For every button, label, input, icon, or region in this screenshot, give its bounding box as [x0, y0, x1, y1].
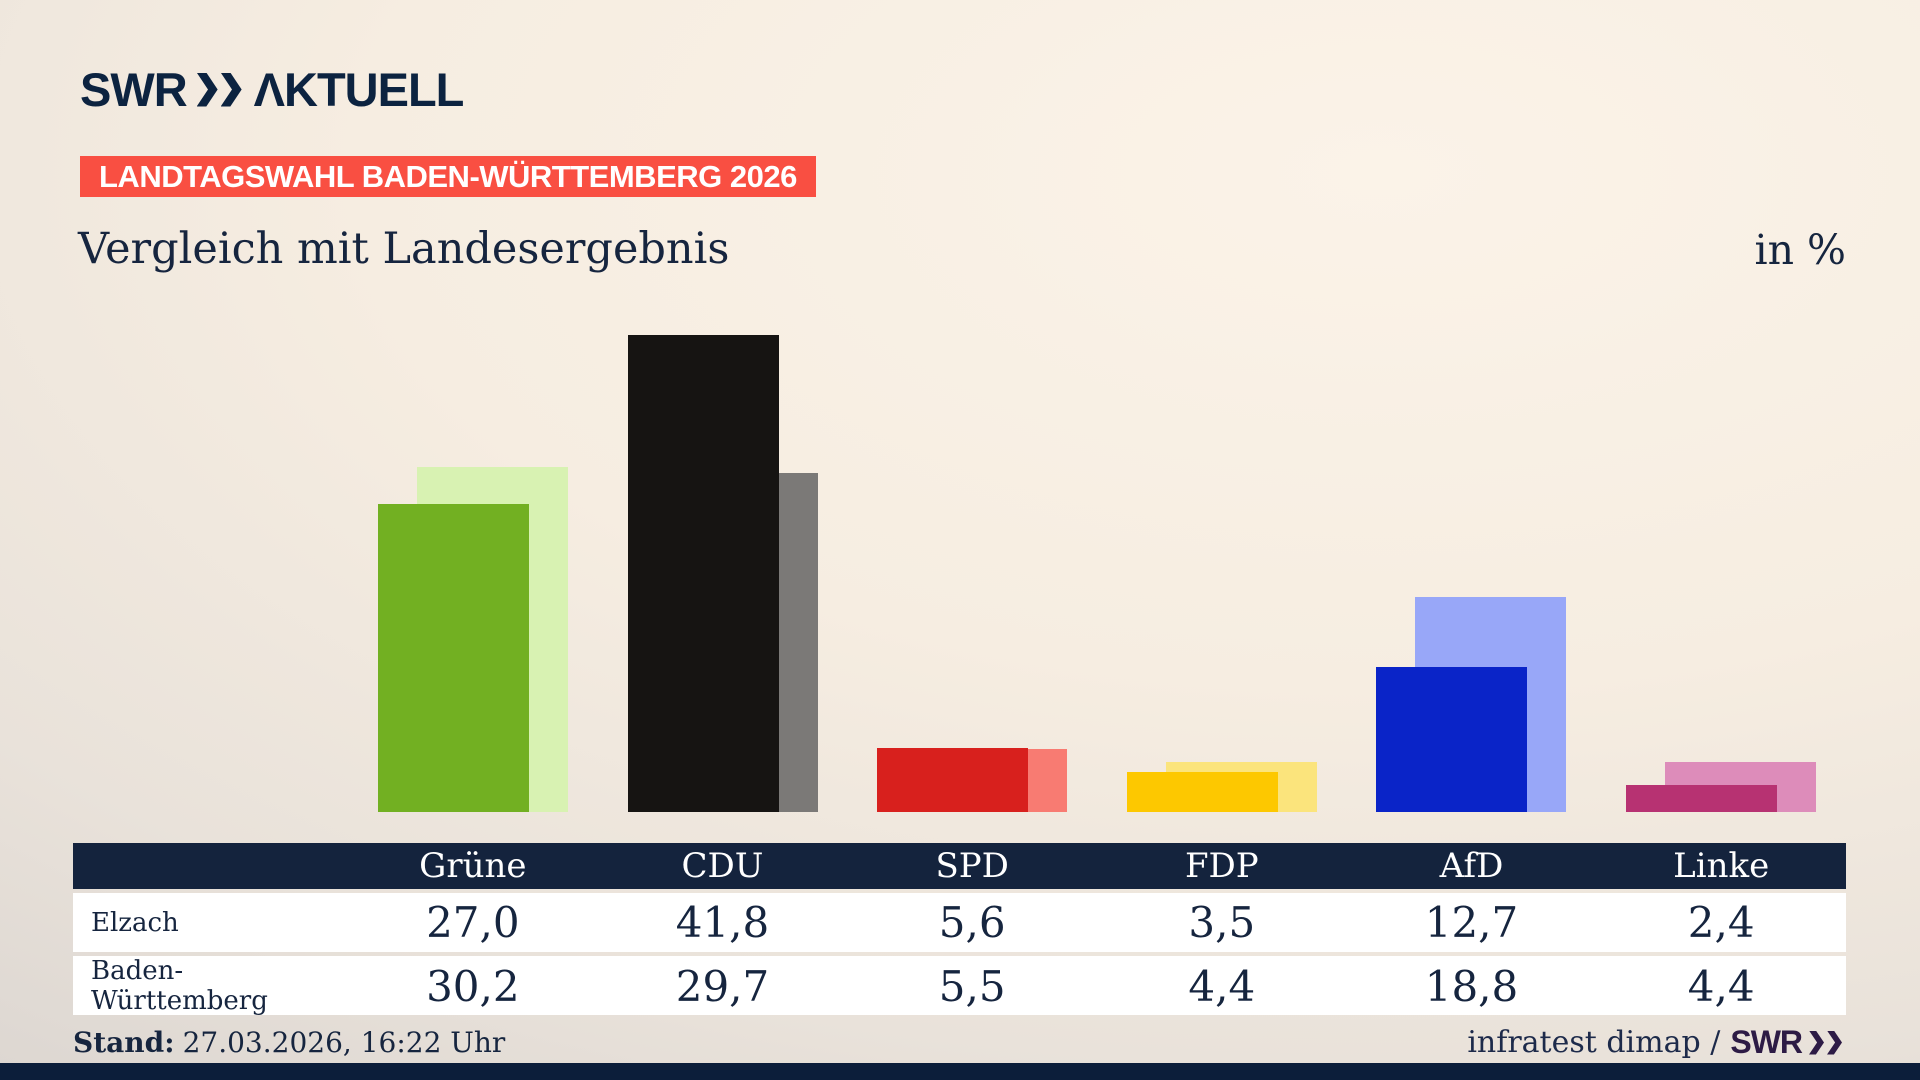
table-header-row: Grüne CDU SPD FDP AfD Linke [73, 843, 1846, 889]
column-header-cdu: CDU [681, 846, 764, 886]
value-cell-elzach-linke: 2,4 [1687, 898, 1755, 947]
row-label-baden-w-rttemberg: Baden-Württemberg [91, 956, 268, 1016]
value-cell-baden-w-rttemberg-gr-ne: 30,2 [426, 961, 520, 1011]
column-header-gr-ne: Grüne [419, 846, 527, 886]
table-header-corner [73, 843, 348, 889]
chevron-right-icon [1809, 1030, 1824, 1055]
chart-title: Vergleich mit Landesergebnis [78, 224, 730, 274]
bar-elzach-spd [877, 748, 1028, 812]
swr-footer-text: SWR [1730, 1024, 1803, 1060]
bar-elzach-gr-ne [378, 504, 529, 812]
value-cell-baden-w-rttemberg-fdp: 4,4 [1188, 961, 1256, 1011]
bar-elzach-cdu [627, 335, 779, 812]
column-header-fdp: FDP [1184, 846, 1259, 886]
column-header-linke: Linke [1673, 846, 1770, 886]
chevron-right-icon [1827, 1030, 1842, 1055]
logo-swr-text: SWR [80, 63, 188, 116]
table-row-elzach: Elzach 27,0 41,8 5,6 3,5 12,7 2,4 [73, 893, 1846, 952]
value-cell-baden-w-rttemberg-linke: 4,4 [1687, 961, 1755, 1011]
column-header-spd: SPD [935, 846, 1009, 886]
value-cell-baden-w-rttemberg-cdu: 29,7 [675, 961, 770, 1011]
bar-elzach-linke [1625, 785, 1777, 812]
swr-footer-logo: SWR [1730, 1024, 1846, 1061]
source-attribution: infratest dimap / SWR [1467, 1024, 1846, 1061]
column-header-afd: AfD [1439, 846, 1504, 886]
bottom-accent-bar [0, 1063, 1920, 1080]
double-chevron-icon [196, 72, 242, 107]
value-cell-elzach-gr-ne: 27,0 [426, 898, 520, 947]
value-cell-baden-w-rttemberg-spd: 5,5 [938, 961, 1006, 1011]
logo-aktuell-text: ΛKTUELL [253, 63, 465, 116]
table-row-baden-w-rttemberg: Baden-Württemberg 30,2 29,7 5,5 4,4 18,8 4,4 [73, 956, 1846, 1016]
timestamp: Stand: 27.03.2026, 16:22 Uhr [73, 1026, 505, 1059]
value-cell-elzach-fdp: 3,5 [1188, 898, 1256, 947]
row-label-elzach: Elzach [91, 907, 179, 938]
value-cell-baden-w-rttemberg-afd: 18,8 [1424, 961, 1519, 1011]
bar-elzach-afd [1376, 667, 1527, 812]
value-cell-elzach-cdu: 41,8 [675, 898, 770, 947]
value-cell-elzach-spd: 5,6 [938, 898, 1006, 947]
timestamp-value: 27.03.2026, 16:22 Uhr [182, 1026, 506, 1059]
bar-elzach-fdp [1126, 772, 1278, 812]
election-badge: LANDTAGSWAHL BADEN-WÜRTTEMBERG 2026 [80, 156, 816, 197]
swr-aktuell-logo: SWR ΛKTUELL [80, 62, 465, 117]
results-table: Grüne CDU SPD FDP AfD Linke Elzach 27,0 41,8 5,6… [73, 843, 1846, 1016]
unit-label: in % [1754, 226, 1846, 274]
timestamp-label: Stand: [73, 1026, 175, 1059]
value-cell-elzach-afd: 12,7 [1424, 898, 1519, 947]
double-chevron-icon [1809, 1030, 1842, 1055]
source-text: infratest dimap / [1467, 1025, 1721, 1060]
